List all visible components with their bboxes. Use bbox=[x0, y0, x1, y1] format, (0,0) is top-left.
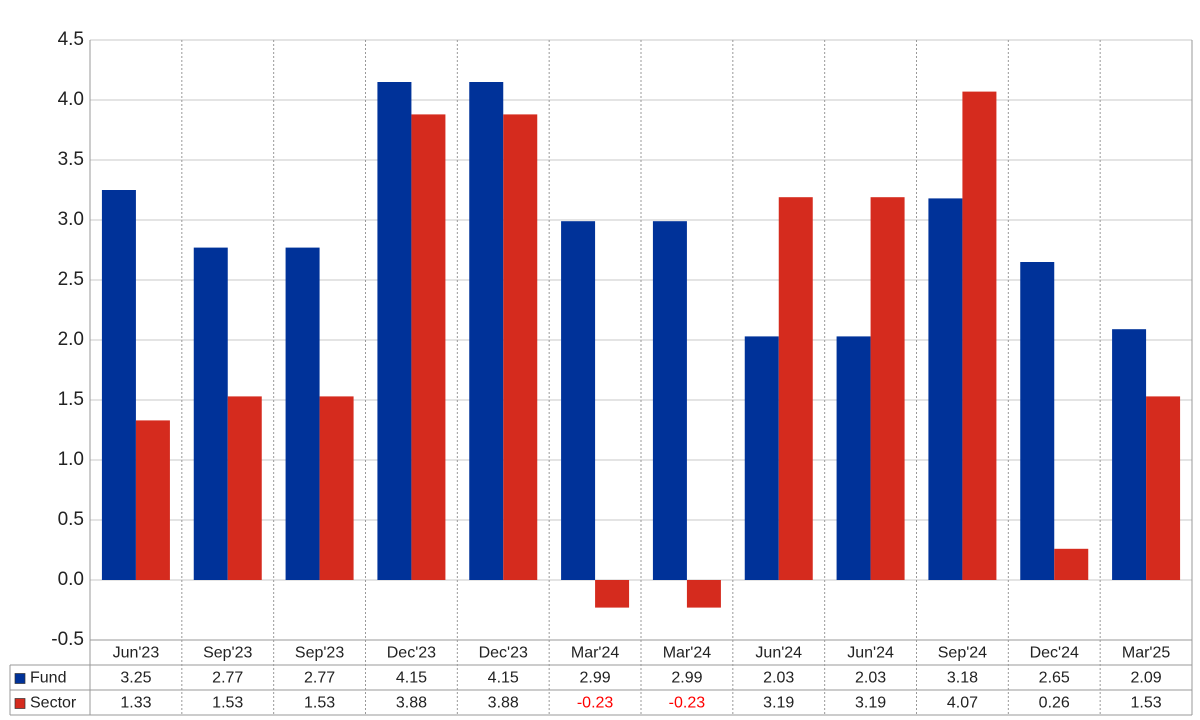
y-tick-label: 0.5 bbox=[58, 509, 84, 530]
table-value: -0.23 bbox=[669, 695, 706, 712]
table-value: 2.03 bbox=[763, 670, 794, 687]
bar bbox=[870, 197, 905, 580]
legend-swatch bbox=[14, 673, 26, 684]
bar bbox=[1112, 329, 1147, 580]
bar bbox=[595, 580, 630, 608]
legend-label: Sector bbox=[30, 695, 77, 712]
y-tick-label: 0.0 bbox=[58, 569, 84, 590]
table-value: 3.18 bbox=[947, 670, 978, 687]
x-tick-label: Mar'24 bbox=[663, 645, 712, 662]
y-tick-label: 2.5 bbox=[58, 269, 84, 290]
x-tick-label: Dec'24 bbox=[1030, 645, 1079, 662]
bar bbox=[744, 336, 779, 580]
x-tick-label: Sep'24 bbox=[938, 645, 987, 662]
bar bbox=[778, 197, 813, 580]
bar bbox=[101, 190, 136, 580]
data-table: Jun'23 Sep'23 Sep'23 Dec'23 Dec'23 Mar'24 Mar'… bbox=[9, 40, 1193, 716]
table-value: 1.53 bbox=[1131, 695, 1162, 712]
y-tick-label: -0.5 bbox=[51, 629, 84, 650]
y-tick-label: 1.0 bbox=[58, 449, 84, 470]
x-tick-label: Jun'23 bbox=[113, 645, 160, 662]
table-value: 3.19 bbox=[855, 695, 886, 712]
bar bbox=[503, 114, 538, 581]
table-value: 4.07 bbox=[947, 695, 978, 712]
bar bbox=[319, 396, 354, 580]
x-tick-label: Mar'24 bbox=[571, 645, 620, 662]
bar bbox=[686, 580, 721, 608]
table-value: 1.33 bbox=[120, 695, 151, 712]
table-value: 2.09 bbox=[1131, 670, 1162, 687]
x-tick-label: Jun'24 bbox=[755, 645, 802, 662]
bar bbox=[469, 82, 504, 580]
bar bbox=[928, 198, 963, 580]
table-value: 2.77 bbox=[212, 670, 243, 687]
bar bbox=[411, 114, 446, 581]
x-tick-label: Dec'23 bbox=[387, 645, 436, 662]
table-value: 3.88 bbox=[488, 695, 519, 712]
table-value: 4.15 bbox=[488, 670, 519, 687]
table-value: 2.99 bbox=[671, 670, 702, 687]
bar bbox=[377, 82, 412, 580]
legend-swatch bbox=[14, 698, 26, 709]
table-value: 3.88 bbox=[396, 695, 427, 712]
table-value: 3.19 bbox=[763, 695, 794, 712]
x-tick-label: Mar'25 bbox=[1122, 645, 1171, 662]
bar bbox=[1054, 548, 1089, 580]
table-value: 0.26 bbox=[1039, 695, 1070, 712]
table-value: 2.65 bbox=[1039, 670, 1070, 687]
bar bbox=[135, 420, 170, 580]
x-tick-label: Sep'23 bbox=[295, 645, 344, 662]
table-value: 2.03 bbox=[855, 670, 886, 687]
table-value: 4.15 bbox=[396, 670, 427, 687]
bar bbox=[1020, 262, 1055, 580]
bar bbox=[1146, 396, 1181, 580]
bar bbox=[836, 336, 871, 580]
bar bbox=[285, 247, 320, 580]
x-tick-label: Jun'24 bbox=[847, 645, 894, 662]
bar bbox=[561, 221, 596, 580]
table-value: 2.77 bbox=[304, 670, 335, 687]
x-tick-label: Dec'23 bbox=[479, 645, 528, 662]
y-tick-label: 4.5 bbox=[58, 29, 84, 50]
x-tick-label: Sep'23 bbox=[203, 645, 252, 662]
table-value: 3.25 bbox=[120, 670, 151, 687]
bar bbox=[193, 247, 228, 580]
table-value: 1.53 bbox=[304, 695, 335, 712]
y-tick-label: 3.5 bbox=[58, 149, 84, 170]
y-tick-label: 3.0 bbox=[58, 209, 84, 230]
y-tick-label: 2.0 bbox=[58, 329, 84, 350]
bar bbox=[652, 221, 687, 580]
y-tick-label: 1.5 bbox=[58, 389, 84, 410]
bar bbox=[227, 396, 262, 580]
y-tick-label: 4.0 bbox=[58, 89, 84, 110]
table-value: -0.23 bbox=[577, 695, 614, 712]
table-value: 2.99 bbox=[580, 670, 611, 687]
legend-label: Fund bbox=[30, 670, 66, 687]
table-value: 1.53 bbox=[212, 695, 243, 712]
bar bbox=[962, 91, 997, 580]
